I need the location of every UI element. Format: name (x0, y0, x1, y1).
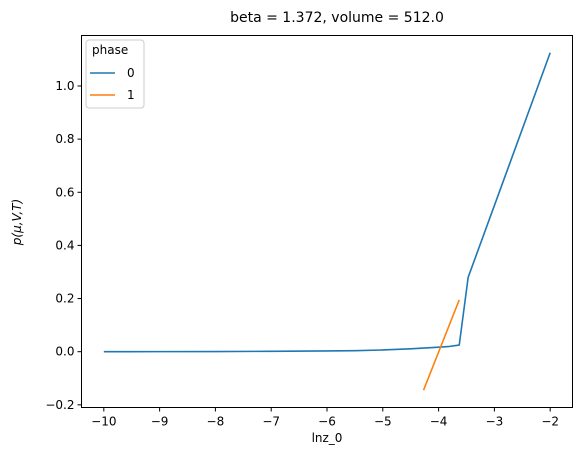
y-tick-label: −0.2 (45, 398, 74, 412)
y-tick-label: 0.6 (55, 185, 74, 199)
y-tick-label: 0.2 (55, 292, 74, 306)
x-tick-label: −7 (262, 415, 280, 429)
series-line-phase-1 (422, 299, 460, 391)
legend-label-1: 1 (127, 88, 135, 102)
legend-title: phase (92, 43, 128, 57)
x-tick-label: −8 (207, 415, 225, 429)
y-tick-label: 0.8 (55, 132, 74, 146)
y-tick-label: 0.4 (55, 238, 74, 252)
x-tick-label: −6 (318, 415, 336, 429)
x-axis-label: lnz_0 (312, 431, 343, 445)
x-axis: −10 −9 −8 −7 −6 −5 −4 −3 −2 (91, 407, 559, 429)
legend-label-0: 0 (127, 66, 135, 80)
x-tick-label: −10 (91, 415, 116, 429)
y-tick-label: 1.0 (55, 79, 74, 93)
y-axis: −0.2 0.0 0.2 0.4 0.6 0.8 1.0 (45, 79, 82, 412)
plot-area (81, 35, 573, 408)
x-tick-label: −9 (151, 415, 169, 429)
x-tick-label: −3 (486, 415, 504, 429)
series-line-phase-0 (103, 52, 551, 353)
x-tick-label: −2 (541, 415, 559, 429)
y-tick-label: 0.0 (55, 345, 74, 359)
legend-frame (85, 39, 145, 109)
legend: phase 0 1 (85, 39, 145, 109)
y-axis-label: p(μ,V,T) (10, 199, 24, 246)
chart-title: beta = 1.372, volume = 512.0 (230, 10, 444, 26)
x-tick-label: −4 (430, 415, 448, 429)
series-layer (103, 52, 551, 391)
x-tick-label: −5 (374, 415, 392, 429)
